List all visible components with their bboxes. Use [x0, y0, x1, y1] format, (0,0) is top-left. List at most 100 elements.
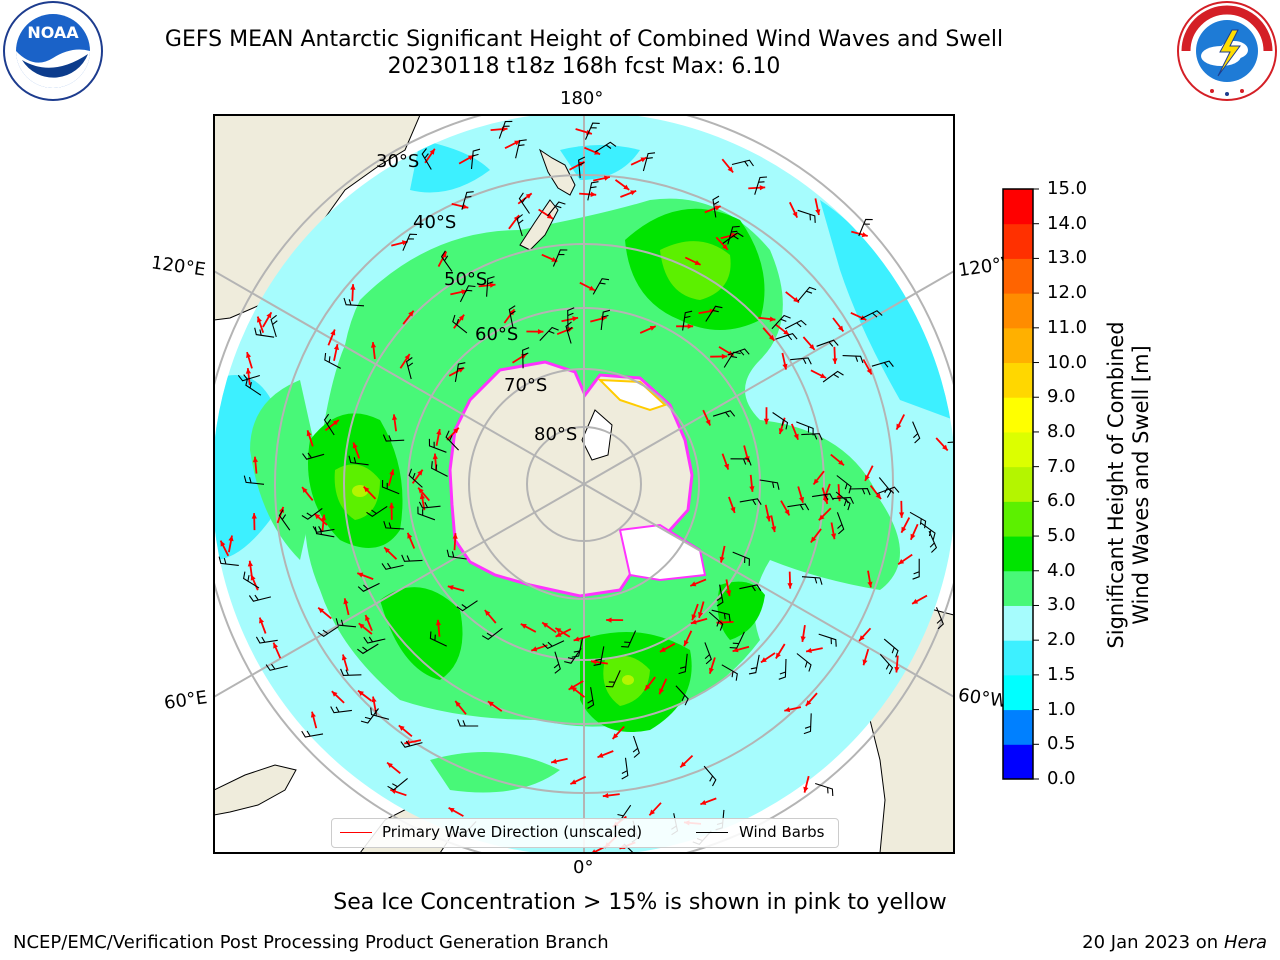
wind-barb: [754, 176, 768, 195]
wind-barb: [732, 551, 750, 566]
wave-arrow-head: [730, 506, 736, 513]
colorbar-tick-label: 1.0: [1047, 698, 1076, 720]
wind-barb: [324, 352, 341, 369]
land-new-zealand: [539, 148, 576, 196]
wind-barb: [587, 181, 599, 201]
wave-arrow-head: [719, 556, 725, 563]
wave-arrow-head: [363, 486, 370, 493]
wave-arrow-head: [722, 244, 728, 250]
colorbar-segment: [1003, 189, 1033, 225]
legend-wave-swatch: [340, 832, 372, 833]
wind-barb: [878, 477, 892, 498]
wave-arrow-head: [691, 614, 697, 621]
colorbar-segment: [1003, 536, 1033, 572]
wind-barb: [383, 521, 404, 530]
wave-arrow-head: [306, 430, 312, 437]
wave-arrow-head: [458, 314, 465, 321]
wind-barb: [836, 475, 852, 494]
wave-arrow-head: [302, 487, 308, 493]
wave-arrow-head: [831, 533, 837, 540]
wave-arrow-head: [714, 205, 721, 211]
wave-arrow-head: [551, 758, 557, 764]
wave-arrow-head: [705, 419, 711, 426]
wind-barb: [731, 159, 754, 167]
wave-arrow-head: [649, 326, 656, 331]
wind-barb: [539, 326, 559, 341]
wave-arrow-head: [245, 368, 251, 374]
wind-barb: [302, 452, 325, 460]
wave-arrow-head: [727, 166, 734, 173]
wave-arrow-head: [418, 487, 424, 494]
wind-barb: [446, 549, 467, 560]
colorbar-tick-label: 13.0: [1047, 247, 1088, 269]
wave-arrow-head: [318, 607, 324, 614]
wave-arrow-head: [771, 526, 777, 533]
colorbar-segment: [1003, 744, 1033, 780]
wave-arrow-head: [514, 140, 521, 146]
wave-arrow-head: [680, 761, 686, 768]
wind-barb: [335, 618, 357, 628]
wave-arrow-head: [352, 442, 358, 449]
colorbar-tick-label: 0.0: [1047, 768, 1076, 789]
wind-barb: [408, 468, 423, 488]
wind-barb: [739, 584, 762, 592]
wind-barb: [858, 218, 873, 237]
colorbar-segment: [1003, 466, 1033, 502]
colorbar-segment: [1003, 327, 1033, 364]
wind-barb: [242, 571, 260, 589]
wind-barb: [815, 782, 834, 797]
wave-arrow-head: [404, 354, 410, 360]
wave-arrow-head: [555, 632, 562, 637]
legend-wave-label: Primary Wave Direction (unscaled): [382, 823, 643, 841]
wind-barb: [593, 646, 605, 666]
wave-arrow-head: [606, 617, 612, 623]
wave-arrow-head: [331, 691, 338, 697]
wave-arrow-head: [250, 574, 256, 581]
wave-arrow-head: [721, 353, 728, 360]
colorbar-segment: [1003, 674, 1033, 711]
wave-arrow-head: [861, 232, 868, 238]
colorbar-segment: [1003, 223, 1033, 259]
wind-barb: [796, 653, 812, 672]
wave-arrow-head: [429, 148, 435, 155]
wind-barb: [459, 285, 476, 303]
wind-barb: [343, 297, 365, 307]
wave-arrow-head: [417, 469, 423, 476]
wind-barb: [818, 633, 837, 647]
wave-arrow-head: [793, 297, 799, 303]
wave-arrow-head: [220, 540, 226, 547]
wave-arrow-head: [452, 533, 458, 539]
wind-barb: [775, 332, 798, 341]
wind-barb: [739, 498, 762, 506]
colorbar-segment: [1003, 605, 1033, 641]
wave-arrow-head: [659, 688, 664, 695]
wave-arrow-head: [894, 666, 900, 673]
sea-ice-weddell: [618, 523, 707, 582]
wind-barb: [382, 434, 405, 442]
wind-barb: [567, 307, 575, 329]
wave-arrow-head: [408, 310, 414, 317]
wind-barb: [727, 348, 750, 356]
wind-barb: [787, 503, 810, 511]
wave-arrow-head: [630, 190, 637, 196]
wave-arrow-head: [542, 622, 549, 628]
wind-barb: [594, 141, 617, 153]
wind-barb: [363, 636, 386, 644]
wind-barb: [801, 433, 823, 441]
wave-arrow-head: [435, 619, 441, 626]
colorbar-segment: [1003, 570, 1033, 606]
wind-barb: [542, 640, 565, 650]
wind-barb: [784, 319, 807, 330]
wind-barb: [835, 491, 851, 511]
wind-barb: [317, 625, 340, 637]
wave-arrow-head: [398, 725, 405, 731]
wave-arrow-head: [310, 711, 316, 718]
wind-barb: [470, 148, 481, 170]
wind-barb: [759, 479, 780, 490]
wind-barb: [340, 668, 362, 676]
wave-arrow-head: [784, 509, 790, 516]
wave-arrow-head: [716, 619, 722, 626]
wave-arrow-head: [567, 327, 573, 333]
wind-barb: [871, 360, 894, 368]
wave-arrow-head: [760, 657, 767, 663]
